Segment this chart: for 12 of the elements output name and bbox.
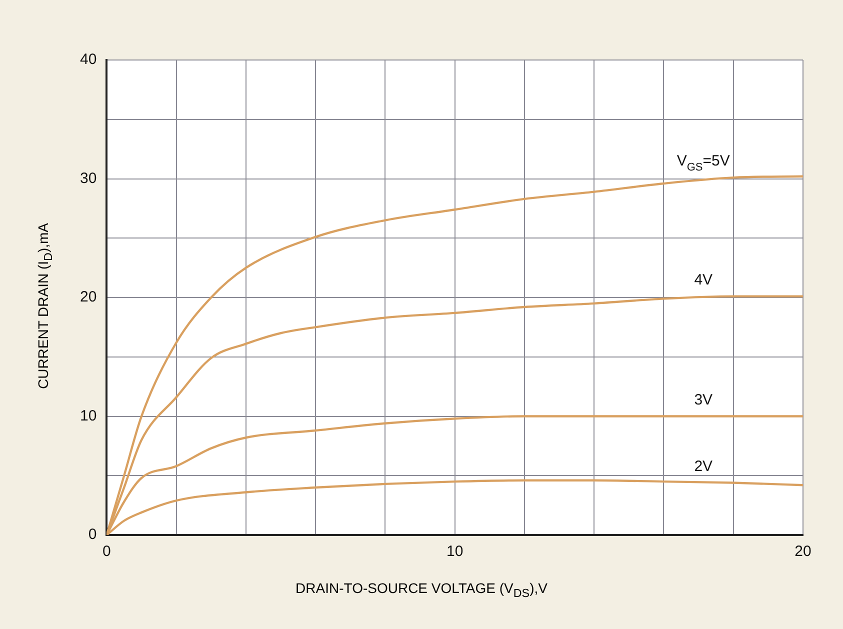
series-label: 2V [694,458,713,475]
x-tick-label: 0 [102,543,111,560]
y-tick-label: 20 [80,288,97,306]
y-tick-label: 40 [80,51,97,68]
series-label: 4V [694,271,713,288]
series-label: 3V [694,391,713,408]
x-tick-label: 10 [446,543,464,560]
y-tick-label: 10 [80,407,97,424]
y-tick-label: 30 [80,170,97,187]
x-axis-title: DRAIN-TO-SOURCE VOLTAGE (V$_{DS}$),V [294,580,548,600]
y-tick-label: 0 [88,526,97,544]
x-tick-label: 20 [794,543,812,560]
